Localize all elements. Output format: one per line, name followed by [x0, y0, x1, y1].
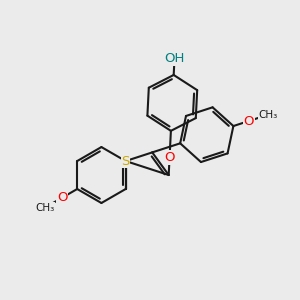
Text: O: O	[244, 115, 254, 128]
Text: O: O	[164, 151, 175, 164]
Text: CH₃: CH₃	[259, 110, 278, 120]
Text: CH₃: CH₃	[35, 202, 55, 213]
Text: S: S	[122, 154, 130, 167]
Text: OH: OH	[164, 52, 185, 65]
Text: O: O	[57, 191, 68, 204]
